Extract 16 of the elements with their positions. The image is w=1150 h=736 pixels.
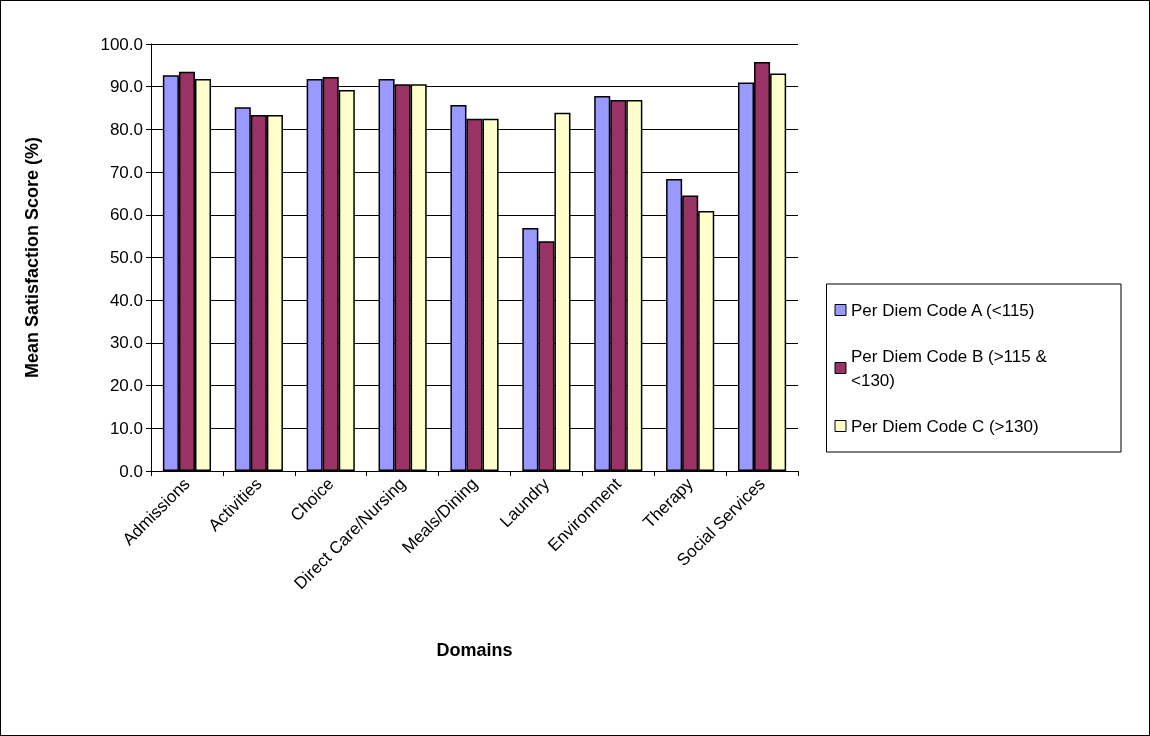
y-tick-label: 40.0: [109, 290, 143, 310]
y-tick-label: 50.0: [109, 248, 143, 267]
y-tick-label: 70.0: [109, 162, 143, 182]
legend-label: Per Diem Code A (<115): [851, 300, 1035, 320]
legend-label: Per Diem Code B (>115 & <130): [851, 346, 1052, 390]
y-tick-label: 100.0: [100, 34, 143, 54]
y-tick-label: 80.0: [109, 119, 143, 139]
y-tick-label: 60.0: [109, 205, 143, 225]
y-tick-label: 0.0: [119, 461, 143, 481]
y-tick-label: 90.0: [109, 77, 143, 97]
y-tick-label: 10.0: [109, 418, 143, 438]
legend-label: Per Diem Code C (>130): [851, 416, 1039, 436]
x-axis-title: Domains: [436, 640, 513, 660]
y-axis-title: Mean Satisfaction Score (%): [22, 136, 42, 379]
y-tick-label: 30.0: [109, 333, 143, 353]
y-tick-label: 20.0: [109, 376, 143, 396]
